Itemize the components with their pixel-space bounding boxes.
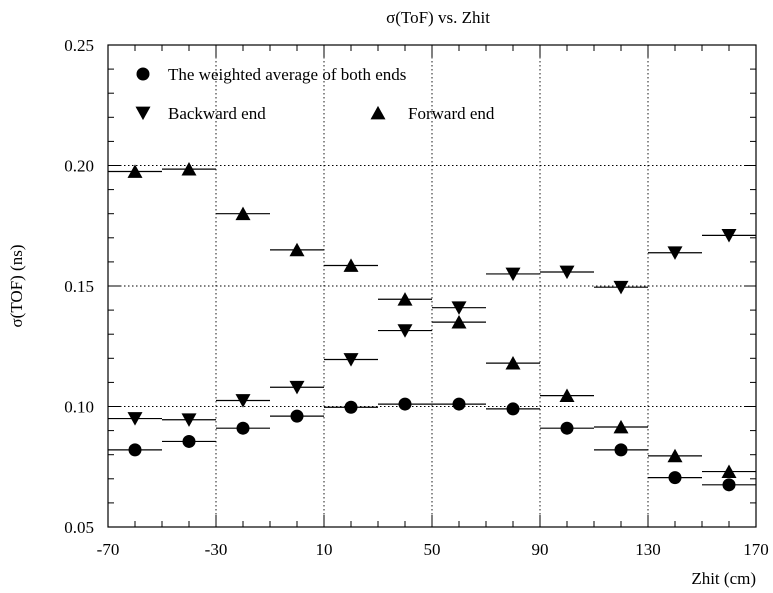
legend-marker-triangle-down [135,106,151,121]
x-tick-label: 50 [424,540,441,559]
data-point-triangle-up [397,292,413,306]
data-point-triangle-up [505,355,521,370]
x-tick-label: -70 [97,540,120,559]
y-tick-label: 0.15 [64,277,94,296]
x-tick-label: 10 [316,540,333,559]
data-point-triangle-down [505,267,521,282]
data-point-triangle-up [667,448,683,463]
data-point-triangle-down [451,301,467,315]
x-tick-label: 90 [532,540,549,559]
data-point-triangle-down [181,413,197,427]
data-point-circle [128,443,142,457]
grid-layer [108,45,756,527]
data-point-circle [506,402,520,416]
data-point-circle [614,443,628,457]
x-tick-label: 130 [635,540,661,559]
data-point-circle [182,434,196,448]
legend-marker-triangle-up [370,105,386,120]
legend-label: Backward end [168,104,266,123]
data-point-triangle-down [613,280,629,295]
y-tick-label: 0.05 [64,518,94,537]
data-point-triangle-up [559,388,575,403]
data-point-triangle-down [397,324,413,338]
data-point-triangle-up [181,161,197,176]
y-tick-label: 0.10 [64,398,94,417]
data-point-triangle-down [559,265,575,280]
x-tick-label: 170 [743,540,769,559]
data-point-triangle-up [127,164,143,178]
data-point-circle [344,400,358,414]
series-triangle-up [108,161,756,478]
chart-title: σ(ToF) vs. Zhit [386,8,490,27]
data-point-triangle-up [235,206,251,221]
data-point-triangle-down [289,380,305,395]
marks-layer [108,161,756,492]
data-point-triangle-down [343,353,359,367]
legend-label: The weighted average of both ends [168,65,406,84]
data-point-triangle-up [721,464,737,478]
series-circle [108,397,756,492]
data-point-triangle-down [667,246,683,260]
x-axis-label: Zhit (cm) [691,569,756,588]
data-point-triangle-up [289,242,305,257]
data-point-circle [722,478,736,492]
data-point-triangle-up [451,315,467,329]
data-point-triangle-up [343,258,359,272]
data-point-circle [452,397,466,411]
legend-marker-circle [136,67,150,81]
data-point-triangle-up [613,419,629,434]
data-point-circle [290,409,304,423]
y-axis-label: σ(TOF) (ns) [7,245,26,328]
x-tick-label: -30 [205,540,228,559]
ticks-layer: -70 -30 10 50 90 130 170 0.05 0.10 0.15 0.20 0.25 [64,36,769,559]
data-point-circle [560,421,574,435]
y-tick-label: 0.25 [64,36,94,55]
data-point-triangle-down [127,412,143,426]
legend: The weighted average of both ends Backwar… [135,65,495,123]
data-point-triangle-down [721,229,737,243]
legend-label: Forward end [408,104,495,123]
data-point-circle [236,421,250,435]
y-tick-label: 0.20 [64,157,94,176]
series-triangle-down [108,229,756,427]
data-point-circle [398,397,412,411]
data-point-circle [668,471,682,485]
data-point-triangle-down [235,394,251,408]
